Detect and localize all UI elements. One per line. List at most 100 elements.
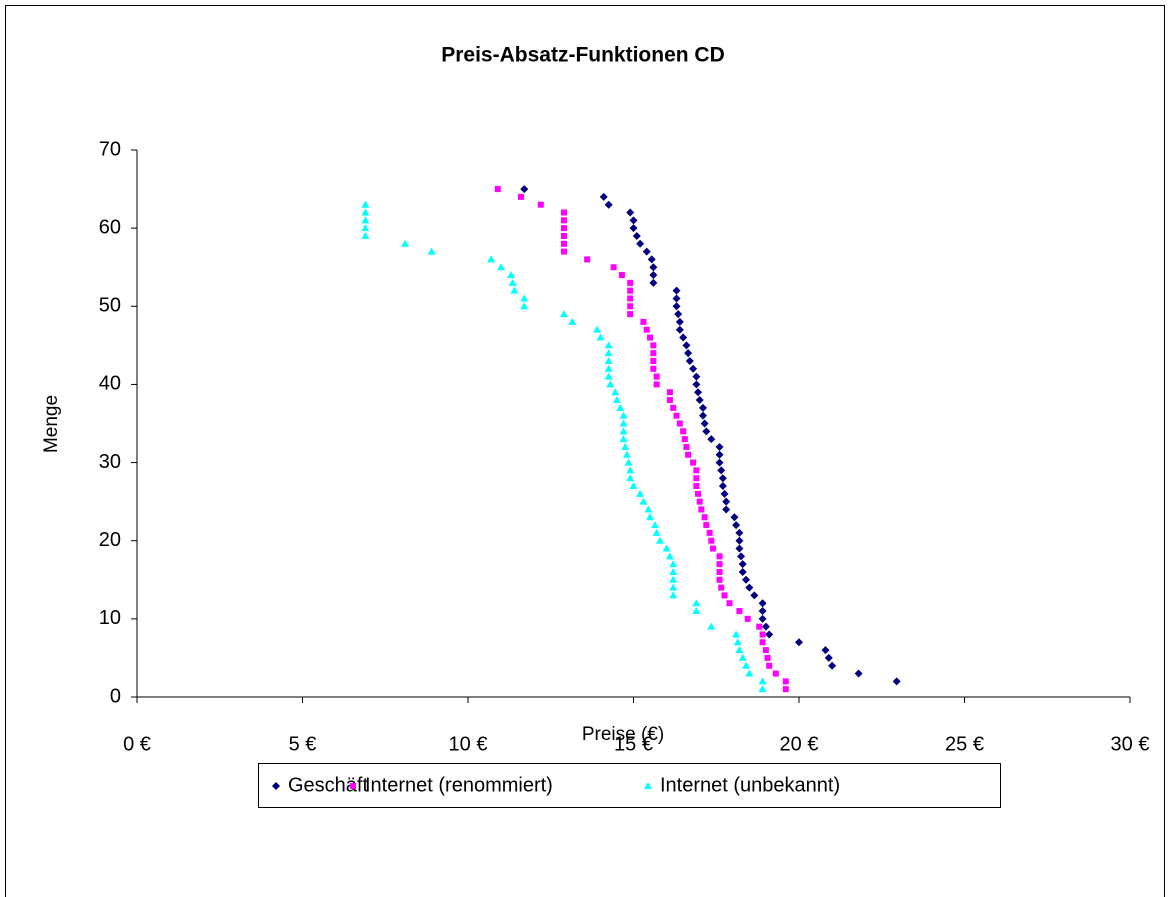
- point: [722, 505, 731, 514]
- point: [701, 514, 708, 521]
- y-tick-label: 0: [110, 685, 121, 707]
- point: [666, 397, 673, 404]
- point: [560, 217, 567, 224]
- point: [427, 247, 436, 255]
- point: [762, 647, 769, 654]
- point: [642, 247, 651, 256]
- x-tick-label: 25 €: [945, 733, 984, 755]
- point: [761, 622, 770, 631]
- point: [720, 489, 729, 498]
- point: [693, 483, 700, 490]
- point: [401, 239, 410, 247]
- legend-label: Internet (renommiert): [365, 774, 553, 796]
- point: [560, 225, 567, 232]
- point: [718, 584, 725, 591]
- point: [715, 458, 724, 467]
- point: [676, 420, 683, 427]
- point: [750, 591, 759, 600]
- point: [675, 325, 684, 334]
- x-axis-label: Preise (€): [582, 724, 664, 745]
- point: [653, 373, 660, 380]
- point: [672, 302, 681, 311]
- point: [596, 333, 605, 341]
- point: [685, 356, 694, 365]
- point: [361, 208, 370, 216]
- point: [722, 497, 731, 506]
- point: [604, 364, 613, 372]
- point: [626, 466, 635, 474]
- point: [361, 224, 370, 232]
- point: [684, 349, 693, 358]
- point: [716, 576, 723, 583]
- point: [606, 380, 615, 388]
- point: [702, 427, 711, 436]
- point: [758, 614, 767, 623]
- chart-border: [5, 5, 1165, 897]
- point: [649, 271, 658, 280]
- point: [626, 474, 635, 482]
- point: [510, 286, 519, 294]
- legend-box: [258, 763, 1001, 808]
- point: [619, 427, 628, 435]
- point: [682, 341, 691, 350]
- point: [735, 544, 744, 553]
- point: [694, 388, 703, 397]
- point: [669, 591, 678, 599]
- point: [568, 317, 577, 325]
- point: [758, 677, 767, 685]
- point: [361, 200, 370, 208]
- point: [782, 678, 789, 685]
- point: [629, 482, 638, 490]
- point: [758, 599, 767, 608]
- point: [604, 200, 613, 209]
- point: [627, 279, 634, 286]
- point: [560, 240, 567, 247]
- point: [764, 654, 771, 661]
- chart-title: Preis-Absatz-Funktionen CD: [441, 44, 725, 67]
- point: [361, 231, 370, 239]
- point: [639, 497, 648, 505]
- point: [627, 303, 634, 310]
- y-tick-label: 60: [99, 216, 121, 238]
- point: [695, 396, 704, 405]
- point: [666, 389, 673, 396]
- legend-marker: [272, 782, 280, 790]
- point: [738, 567, 747, 576]
- point: [629, 216, 638, 225]
- point: [721, 592, 728, 599]
- point: [698, 506, 705, 513]
- point: [756, 623, 763, 630]
- point: [632, 231, 641, 240]
- point: [772, 670, 779, 677]
- point: [716, 568, 723, 575]
- point: [599, 192, 608, 201]
- point: [892, 677, 901, 686]
- point: [716, 561, 723, 568]
- point: [693, 467, 700, 474]
- point: [520, 294, 529, 302]
- point: [517, 193, 524, 200]
- point: [745, 669, 754, 677]
- point: [604, 372, 613, 380]
- point: [709, 545, 716, 552]
- point: [604, 349, 613, 357]
- point: [672, 294, 681, 303]
- point: [616, 403, 625, 411]
- point: [738, 560, 747, 569]
- point: [854, 669, 863, 678]
- point: [733, 638, 742, 646]
- point: [619, 435, 628, 443]
- point: [828, 661, 837, 670]
- point: [821, 646, 830, 655]
- point: [669, 567, 678, 575]
- legend-label: Internet (unbekannt): [660, 774, 840, 796]
- point: [665, 552, 674, 560]
- point: [758, 607, 767, 616]
- y-axis-label: Menge: [41, 395, 62, 453]
- point: [497, 263, 506, 271]
- point: [700, 419, 709, 428]
- point: [651, 521, 660, 529]
- point: [669, 560, 678, 568]
- x-tick-label: 20 €: [780, 733, 819, 755]
- point: [681, 436, 688, 443]
